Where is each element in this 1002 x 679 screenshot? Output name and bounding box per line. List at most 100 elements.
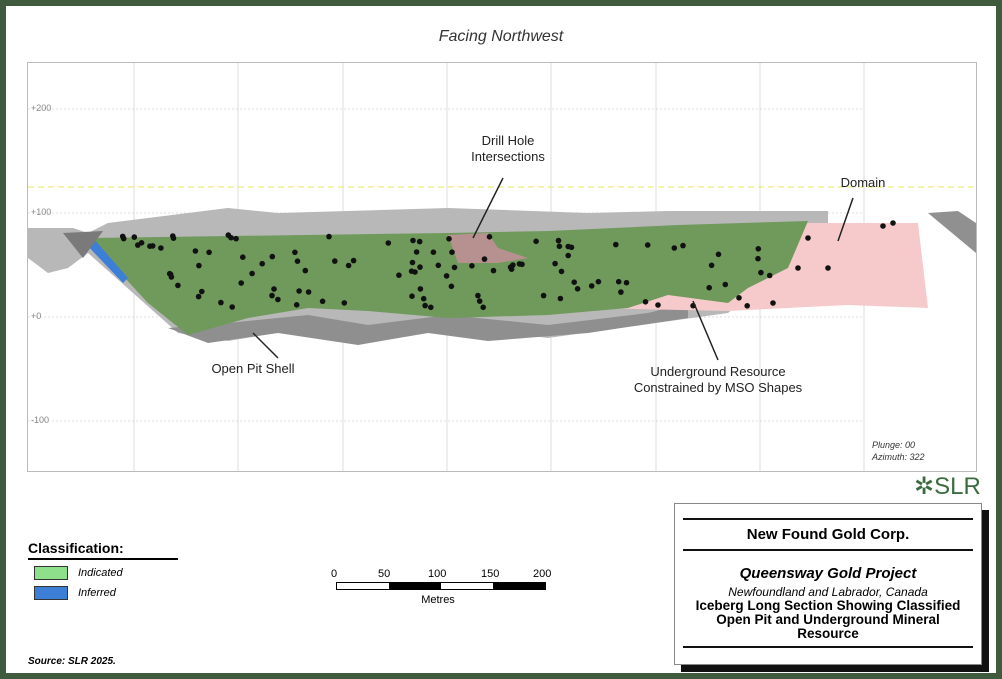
drill-intersection-dot [890,220,896,226]
indicated-swatch [34,566,68,580]
drill-intersection-dot [655,302,661,308]
drill-intersection-dot [292,249,298,256]
drill-intersection-dot [350,257,357,264]
drill-intersection-dot [249,270,255,277]
drill-intersection-dot [568,244,575,251]
drill-intersection-dot [722,281,729,288]
drill-intersection-dot [443,273,450,279]
inferred-swatch [34,586,68,600]
section-graphic [28,63,976,471]
scale-tick: 100 [428,568,447,580]
drill-intersection-dot [880,223,886,229]
drill-intersection-dot [409,293,415,299]
drill-intersection-dot [558,268,565,275]
drill-intersection-dot [206,249,212,256]
drill-intersection-dot [475,292,481,299]
drill-hole-label: Drill Hole Intersections [471,133,545,164]
pit-arrow [252,332,279,359]
drill-intersection-dot [409,259,416,266]
drill-intersection-dot [410,237,416,244]
logo-mark-icon: ✲ [914,473,935,500]
scale-tick: 150 [481,568,500,580]
drill-intersection-zone [448,233,528,263]
long-section-map: +200 +100 +0 -100 Drill Hole Intersectio… [27,62,977,472]
legend-title: Classification: [28,540,178,560]
drill-intersection-dot [448,283,455,290]
drill-intersection-dot [326,233,332,240]
drill-intersection-dot [480,304,487,311]
drill-intersection-dot [595,278,602,285]
drill-intersection-dot [296,288,302,294]
drill-intersection-dot [615,278,622,285]
drill-intersection-dot [555,237,562,244]
drill-intersection-dot [195,293,202,300]
drill-intersection-dot [420,295,427,302]
drill-intersection-dot [240,254,246,260]
drill-arrow [472,177,504,239]
drill-intersection-dot [435,262,442,269]
legend-item-inferred: Inferred [28,586,178,600]
domain-label: Domain [840,175,886,190]
drill-intersection-dot [170,235,177,241]
drill-intersection-dot [417,286,424,292]
drill-intersection-dot [715,251,722,258]
drill-intersection-dot [229,304,235,310]
slr-logo: ✲SLR [914,473,981,500]
domain-arrow [837,197,854,242]
elevation-label: -100 [31,415,50,425]
pit-wall-left [63,231,103,258]
scale-bar: 0 50 100 150 200 Metres [328,568,551,606]
drill-intersection-dot [613,241,619,248]
drill-intersection-dot [556,243,563,250]
drill-intersection-dot [574,286,581,292]
pit-wall-right [928,211,976,253]
drill-intersection-dot [175,282,181,289]
drill-intersection-dot [571,279,577,285]
elevation-label: +100 [31,207,52,217]
drill-intersection-dot [385,240,392,246]
drill-intersection-dot [428,304,434,311]
drill-intersection-dot [149,243,156,249]
drill-intersection-dot [755,255,761,262]
drill-intersection-dot [508,266,515,272]
drill-intersection-dot [446,236,452,242]
drill-intersection-dot [623,279,630,286]
drill-intersection-dot [422,302,428,309]
drill-intersection-dot [293,302,300,308]
project-name: Queensway Gold Project [739,565,917,582]
drill-intersection-dot [758,269,764,276]
drill-intersection-dot [557,295,564,302]
drill-intersection-dot [755,246,762,252]
drill-intersection-dot [319,298,326,305]
scale-tick: 50 [378,568,391,580]
drill-intersection-dot [196,262,202,269]
source-note: Source: SLR 2025. [28,656,116,667]
underground-label: Underground Resource Constrained by MSO … [633,364,803,395]
drill-intersection-dot [736,295,742,301]
drill-intersection-dot [294,258,301,264]
drill-intersection-dot [618,289,624,295]
drill-intersection-dot [275,296,281,303]
drill-intersection-dot [225,232,232,238]
drill-intersection-dot [476,298,483,304]
drill-intersection-dot [166,270,173,277]
elevation-label: +200 [31,103,52,113]
classification-legend: Classification: Indicated Inferred [28,540,178,600]
scale-unit: Metres [421,594,455,606]
drill-intersection-dot [744,303,750,309]
scale-bar-segments [336,582,546,590]
drill-intersection-dot [449,249,455,255]
scale-tick: 0 [331,568,338,580]
drill-intersection-dot [269,253,276,260]
drill-intersection-dot [644,242,651,248]
drill-intersection-dot [199,288,205,295]
drill-intersection-dot [671,245,678,251]
legend-item-indicated: Indicated [28,566,178,580]
drill-intersection-dot [565,252,571,259]
drill-intersection-dot [158,245,164,251]
drill-intersection-dot [269,292,275,299]
drill-intersection-dot [341,300,348,306]
drill-intersection-dot [490,267,497,274]
inferred-blocks [83,238,128,283]
